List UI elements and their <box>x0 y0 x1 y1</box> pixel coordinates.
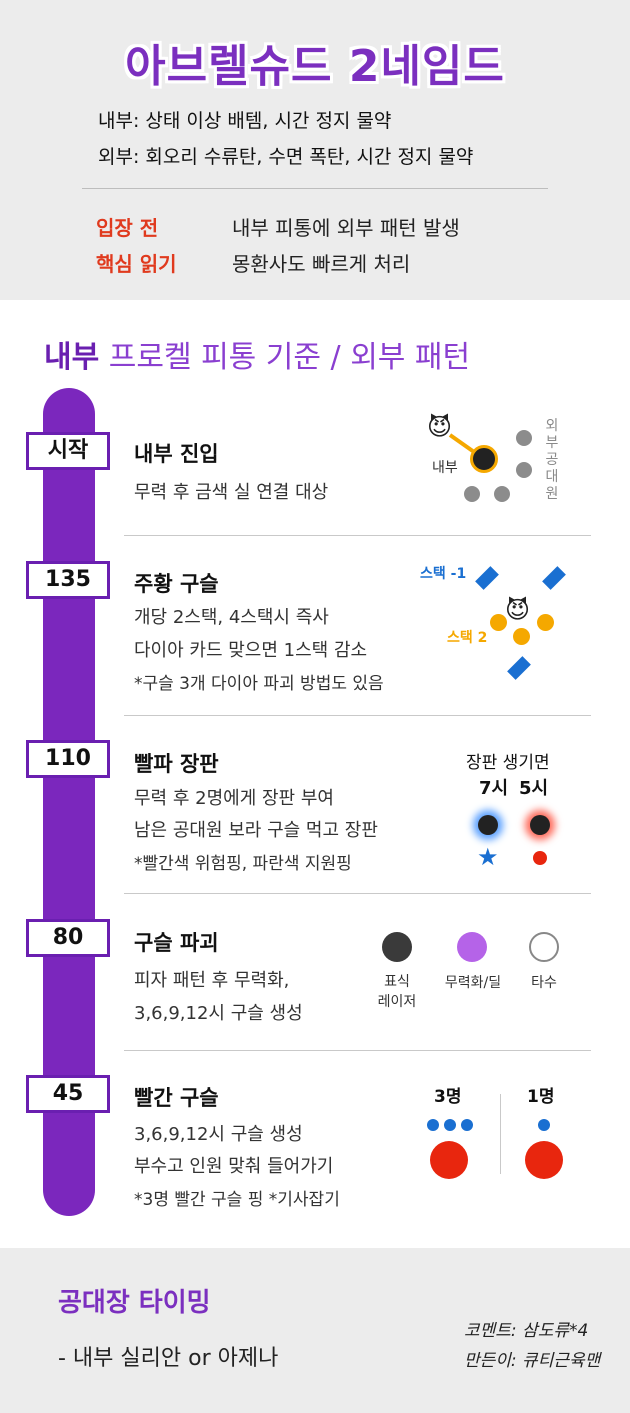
phase-line: 다이아 카드 맞으면 1스택 감소 <box>134 640 368 661</box>
footer-panel <box>0 1248 630 1413</box>
tip-text-2: 몽환사도 빠르게 처리 <box>232 252 411 276</box>
one-player-label: 1명 <box>527 1087 555 1107</box>
tip-text-1: 내부 피통에 외부 패턴 발생 <box>232 216 460 240</box>
diamond-card-icon <box>507 656 531 680</box>
stack-minus-label: 스택 -1 <box>420 566 467 582</box>
outer-items-line: 외부: 회오리 수류탄, 수면 폭탄, 시간 정지 물약 <box>98 146 474 168</box>
three-players-label: 3명 <box>434 1087 462 1107</box>
blue-field-player-dot <box>478 815 498 835</box>
group-divider <box>500 1094 501 1174</box>
section-title: 내부 프로켈 피통 기준 / 외부 패턴 <box>44 332 470 376</box>
inner-player-dot <box>470 445 498 473</box>
outer-members-vertical-label: 외부공대원 <box>545 418 559 502</box>
hit-count-orb <box>529 932 559 962</box>
page-title: 아브렐슈드 2네임드 <box>125 41 505 92</box>
phase-divider <box>124 893 591 894</box>
phase-line: 무력 후 2명에게 장판 부여 <box>134 788 334 809</box>
phase-tag-135: 135 <box>26 561 110 599</box>
demon-icon: 😈 <box>427 413 453 441</box>
tip-label-before-entry: 입장 전 <box>96 216 159 240</box>
outer-player-dot <box>516 430 532 446</box>
phase-tag-45: 45 <box>26 1075 110 1113</box>
phase-divider <box>124 1050 591 1051</box>
red-orb <box>430 1141 468 1179</box>
inner-items-line: 내부: 상태 이상 배템, 시간 정지 물약 <box>98 110 392 132</box>
mark-laser-orb <box>382 932 412 962</box>
red-field-player-dot <box>530 815 550 835</box>
credit-comment: 코멘트: 삼도류*4 <box>464 1321 589 1341</box>
outer-player-dot <box>494 486 510 502</box>
player-dot <box>461 1119 473 1131</box>
outer-player-dot <box>464 486 480 502</box>
orange-orb <box>513 628 530 645</box>
seven-oclock-label: 7시 <box>479 778 509 799</box>
header-divider <box>82 188 548 189</box>
stagger-deal-orb <box>457 932 487 962</box>
footer-text: - 내부 실리안 or 아제나 <box>58 1346 279 1371</box>
phase-divider <box>124 715 591 716</box>
hit-count-label: 타수 <box>531 975 557 991</box>
phase-title: 빨파 장판 <box>134 752 219 776</box>
player-dot <box>427 1119 439 1131</box>
player-dot <box>538 1119 550 1131</box>
stack-two-label: 스택 2 <box>447 630 488 646</box>
phase-line: 무력 후 금색 실 연결 대상 <box>134 482 329 503</box>
phase-note: *구슬 3개 다이아 파괴 방법도 있음 <box>134 674 384 694</box>
phase-line: 개당 2스택, 4스택시 즉사 <box>134 607 329 628</box>
phase-line: 남은 공대원 보라 구슬 먹고 장판 <box>134 820 378 841</box>
phase-line: 피자 패턴 후 무력화, <box>134 970 290 991</box>
phase-line: 부수고 인원 맞춰 들어가기 <box>134 1156 334 1177</box>
phase-line: 3,6,9,12시 구슬 생성 <box>134 1003 303 1024</box>
phase-note: *빨간색 위험핑, 파란색 지원핑 <box>134 854 352 874</box>
red-orb-small <box>533 851 547 865</box>
phase-tag-110: 110 <box>26 740 110 778</box>
header-panel <box>0 0 630 300</box>
stagger-deal-label: 무력화/딜 <box>444 975 502 991</box>
phase-title: 빨간 구슬 <box>134 1086 219 1110</box>
field-appear-label: 장판 생기면 <box>466 753 550 773</box>
star-icon: ★ <box>477 843 499 871</box>
section-title-rest: 프로켈 피통 기준 / 외부 패턴 <box>99 340 471 375</box>
orange-orb <box>490 614 507 631</box>
phase-tag-80: 80 <box>26 919 110 957</box>
orange-orb <box>537 614 554 631</box>
phase-tag-start: 시작 <box>26 432 110 470</box>
outer-player-dot <box>516 462 532 478</box>
phase-title: 주황 구슬 <box>134 572 219 596</box>
section-title-strong: 내부 <box>44 340 100 375</box>
tip-label-key-point: 핵심 읽기 <box>96 252 177 276</box>
red-orb <box>525 1141 563 1179</box>
player-dot <box>444 1119 456 1131</box>
phase-divider <box>124 535 591 536</box>
diamond-card-icon <box>475 566 499 590</box>
diamond-card-icon <box>542 566 566 590</box>
footer-title: 공대장 타이밍 <box>58 1288 211 1318</box>
phase-title: 내부 진입 <box>134 442 219 466</box>
five-oclock-label: 5시 <box>519 778 549 799</box>
inner-label: 내부 <box>432 460 458 476</box>
mark-laser-label: 표식 레이저 <box>377 974 417 1010</box>
demon-icon: 😈 <box>505 596 531 624</box>
phase-line: 3,6,9,12시 구슬 생성 <box>134 1124 303 1145</box>
credit-author: 만든이: 큐티근육맨 <box>464 1351 601 1371</box>
phase-note: *3명 빨간 구슬 핑 *기사잡기 <box>134 1190 340 1210</box>
phase-title: 구슬 파괴 <box>134 931 219 955</box>
